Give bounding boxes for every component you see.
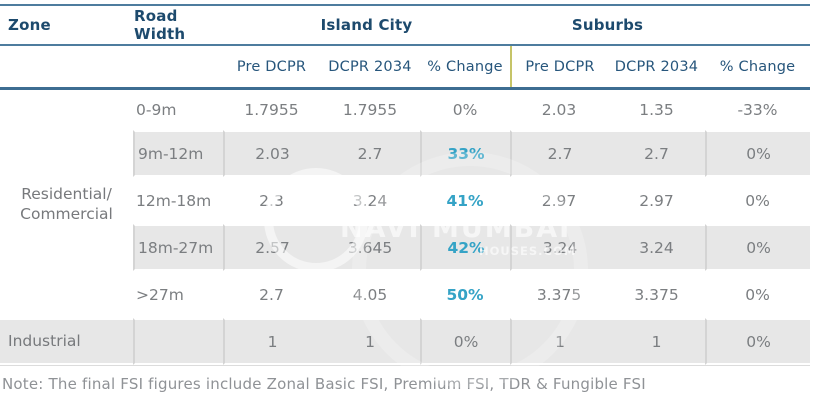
- column-header-zone: Zone: [8, 16, 51, 34]
- cell-value: 3.645: [320, 224, 420, 271]
- subheader-spacer: [133, 46, 223, 87]
- cell-value: 1: [223, 318, 320, 365]
- group-header-suburbs: Suburbs: [571, 16, 644, 34]
- cell-value: 1.7955: [244, 101, 299, 119]
- subheader-spacer: [0, 46, 133, 87]
- subheader-sub-dcpr-2034: DCPR 2034: [614, 58, 699, 75]
- column-header-road-width: Road Width: [134, 7, 186, 43]
- cell-value: 2.57: [223, 224, 320, 271]
- cell-value: 0%: [420, 318, 510, 365]
- table-body: Residential/Commercial Industrial 0-9m 1.79…: [0, 90, 810, 365]
- cell-road-width: 9m-12m: [133, 130, 223, 177]
- cell-value: 3.375: [634, 285, 679, 304]
- cell-value: 0%: [745, 191, 770, 210]
- cell-value: 2.7: [320, 130, 420, 177]
- cell-road-width: [133, 318, 223, 365]
- header-divider-rule: [0, 44, 810, 46]
- cell-road-width: 12m-18m: [136, 191, 212, 210]
- footnote: Note: The final FSI figures include Zona…: [2, 375, 646, 393]
- cell-value: 0%: [705, 130, 810, 177]
- cell-value: 2.97: [639, 191, 674, 210]
- cell-value: 41%: [446, 191, 484, 210]
- subheader-sub-pre-dcpr: Pre DCPR: [510, 46, 608, 87]
- cell-value: 3.24: [510, 224, 608, 271]
- table-bottom-rule: [0, 365, 810, 366]
- subheader-ic-pre-dcpr: Pre DCPR: [236, 58, 307, 75]
- cell-value: 4.05: [352, 285, 388, 304]
- cell-value: 2.7: [259, 285, 284, 304]
- cell-road-width: 18m-27m: [133, 224, 223, 271]
- group-header-island-city: Island City: [320, 16, 413, 34]
- cell-road-width: >27m: [136, 285, 184, 304]
- cell-value: 3.24: [352, 191, 388, 210]
- cell-value: 1: [510, 318, 608, 365]
- cell-value: 1: [320, 318, 420, 365]
- zone-cell: Industrial: [0, 318, 133, 365]
- cell-value: 2.3: [259, 191, 284, 210]
- zone-label: Industrial: [8, 332, 81, 351]
- cell-value: 2.7: [608, 130, 705, 177]
- zone-label: Commercial: [20, 205, 113, 223]
- cell-value: 1: [608, 318, 705, 365]
- group-header-row: Zone Road Width Island City Suburbs: [0, 6, 810, 44]
- cell-value: 1.7955: [342, 101, 398, 119]
- cell-value: 2.7: [510, 130, 608, 177]
- cell-road-width: 0-9m: [136, 101, 177, 119]
- cell-value: 0%: [705, 224, 810, 271]
- table-top-rule: [0, 4, 810, 6]
- sub-header-row: Pre DCPR DCPR 2034 % Change Pre DCPR DCP…: [0, 46, 810, 87]
- cell-value: 0%: [452, 101, 478, 119]
- cell-value: 1.35: [639, 101, 674, 119]
- cell-value: 42%: [420, 224, 510, 271]
- cell-value: -33%: [737, 101, 778, 119]
- cell-value: 33%: [420, 130, 510, 177]
- subheader-sub-change: % Change: [719, 58, 796, 75]
- cell-value: 0%: [705, 318, 810, 365]
- cell-value: 2.03: [223, 130, 320, 177]
- zone-label: Residential/: [21, 184, 112, 203]
- zone-cell: Residential/Commercial: [0, 90, 133, 318]
- cell-value: 3.24: [608, 224, 705, 271]
- subheader-bottom-rule: [0, 87, 810, 90]
- fsi-table: Zone Road Width Island City Suburbs Pre …: [0, 4, 810, 393]
- cell-value: 2.03: [541, 101, 577, 119]
- subheader-ic-change: % Change: [427, 58, 503, 75]
- subheader-ic-dcpr-2034: DCPR 2034: [328, 58, 412, 75]
- cell-value: 2.97: [541, 191, 577, 210]
- cell-value: 50%: [446, 285, 484, 304]
- cell-value: 0%: [745, 285, 770, 304]
- cell-value: 3.375: [536, 285, 582, 304]
